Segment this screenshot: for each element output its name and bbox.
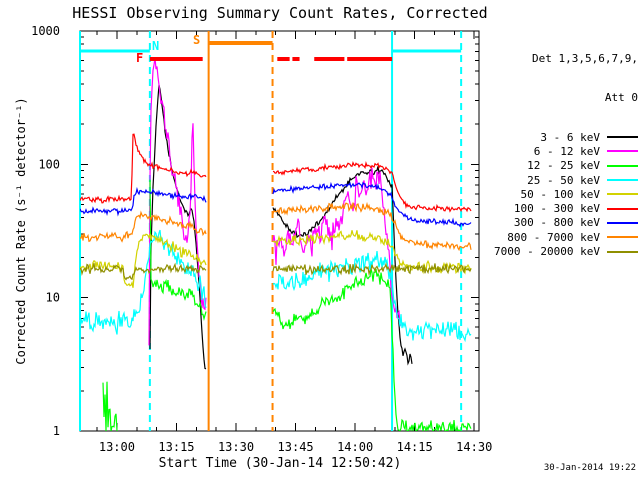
series-lines — [80, 57, 472, 431]
legend-item: 12 - 25 keV — [490, 159, 638, 173]
tick-labels: 13:00 13:15 13:30 13:45 14:00 14:15 14:30 1000 1… — [31, 24, 492, 454]
legend-label: 7000 - 20000 keV — [494, 245, 600, 259]
legend-item: 7000 - 20000 keV — [490, 244, 638, 258]
creation-timestamp: 30-Jan-2014 19:22 — [543, 463, 636, 473]
x-tick-label: 13:45 — [278, 440, 314, 454]
x-axis-label: Start Time (30-Jan-14 12:50:42) — [158, 456, 402, 471]
legend-entries: 3 - 6 keV 6 - 12 keV 12 - 25 keV 25 - 50 ke… — [490, 130, 638, 259]
legend-swatch — [607, 207, 638, 210]
series-line-6-12-keV — [148, 57, 207, 346]
legend-detectors-header: Det 1,3,5,6,7,9, — [532, 52, 638, 65]
legend-item: 50 - 100 keV — [490, 187, 638, 201]
legend-item: 800 - 7000 keV — [490, 230, 638, 244]
legend-label: 12 - 25 keV — [527, 159, 600, 173]
y-tick-label: 1000 — [31, 24, 60, 38]
legend-label: 25 - 50 keV — [527, 173, 600, 187]
series-line-25-50-keV — [272, 251, 472, 343]
x-tick-label: 13:30 — [218, 440, 254, 454]
series-line-25-50-keV — [80, 229, 207, 335]
legend-swatch — [607, 164, 638, 167]
chart-title: HESSI Observing Summary Count Rates, Cor… — [72, 4, 488, 22]
series-line-50-100-keV — [80, 233, 207, 288]
series-line-800-7000-keV — [272, 201, 472, 252]
legend-swatch — [607, 236, 638, 239]
y-tick-label: 100 — [38, 157, 60, 171]
legend-swatch — [607, 250, 638, 253]
legend-label: 300 - 800 keV — [513, 216, 600, 230]
series-line-100-300-keV — [272, 160, 472, 213]
legend-label: 3 - 6 keV — [540, 130, 600, 144]
legend-label: 800 - 7000 keV — [507, 230, 600, 244]
series-line-300-800-keV — [272, 181, 472, 228]
series-line-50-100-keV — [272, 230, 472, 275]
legend-attenuator-header: Att 0 — [604, 91, 638, 104]
legend-label: 100 - 300 keV — [513, 202, 600, 216]
series-line-800-7000-keV — [80, 210, 207, 243]
series-line-7000-20000-keV — [272, 262, 472, 276]
series-line-12-25-keV — [149, 179, 207, 321]
legend-label: 50 - 100 keV — [520, 187, 600, 201]
legend-swatch — [607, 179, 638, 182]
flare-flag-label: F — [136, 51, 143, 65]
legend-item: 6 - 12 keV — [490, 144, 638, 158]
event-lines — [79, 31, 463, 431]
y-tick-label: 10 — [46, 291, 60, 305]
series-line-7000-20000-keV — [80, 262, 207, 281]
saa-flag-label: S — [193, 33, 200, 47]
series-line-12-25-keV — [272, 268, 472, 431]
y-tick-label: 1 — [53, 424, 60, 438]
plot-axes — [79, 30, 480, 432]
x-tick-label: 14:00 — [337, 440, 373, 454]
legend-label: 6 - 12 keV — [533, 144, 600, 158]
night-flag-label: N — [152, 39, 159, 53]
x-tick-label: 14:30 — [456, 440, 492, 454]
legend-swatch — [607, 221, 638, 224]
series-line-6-12-keV — [272, 167, 402, 326]
legend-item: 25 - 50 keV — [490, 173, 638, 187]
x-tick-label: 13:00 — [99, 440, 135, 454]
series-line-12-25-keV — [102, 381, 118, 431]
legend-swatch — [607, 150, 638, 153]
x-tick-label: 14:15 — [397, 440, 433, 454]
legend-item: 100 - 300 keV — [490, 201, 638, 215]
y-axis-label: Corrected Count Rate (s⁻¹ detector⁻¹) — [14, 97, 28, 365]
x-tick-label: 13:15 — [158, 440, 194, 454]
legend-item: 3 - 6 keV — [490, 130, 638, 144]
legend-swatch — [607, 193, 638, 196]
series-line-100-300-keV — [80, 133, 207, 204]
plot-box — [79, 30, 480, 432]
series-line-300-800-keV — [80, 186, 207, 217]
legend: Det 1,3,5,6,7,9, Att 0 3 - 6 keV 6 - 12 k… — [490, 26, 638, 285]
flag-bars: N S F — [80, 33, 462, 65]
legend-swatch — [607, 136, 638, 139]
legend-item: 300 - 800 keV — [490, 216, 638, 230]
